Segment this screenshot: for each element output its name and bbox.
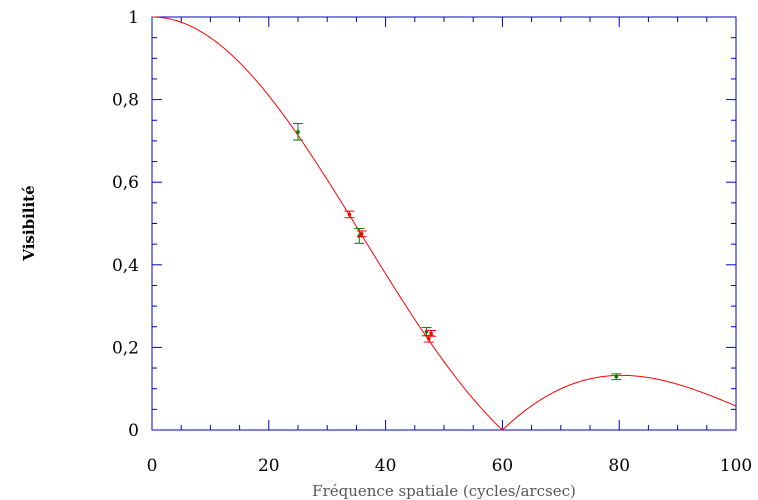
tick-labels: 0 20 40 60 80 100 0 0,2 0,4 0,6 0,8 1 xyxy=(112,8,752,476)
point-marker xyxy=(427,336,431,341)
point-marker xyxy=(429,331,433,336)
data-point xyxy=(426,329,437,337)
x-tick-label: 60 xyxy=(492,456,514,476)
x-tick-label: 40 xyxy=(375,456,397,476)
x-tick-label: 100 xyxy=(720,456,752,476)
data-point xyxy=(356,230,367,238)
model-curve-layer xyxy=(151,16,737,431)
y-tick-label: 0,8 xyxy=(112,91,139,111)
point-marker xyxy=(359,232,364,236)
axis-ticks xyxy=(151,16,737,431)
y-tick-label: 0,2 xyxy=(112,338,139,358)
y-tick-label: 0,6 xyxy=(112,173,139,193)
point-marker xyxy=(347,212,352,217)
y-axis-title: Visibilité xyxy=(20,185,38,261)
y-tick-label: 0,4 xyxy=(112,256,139,276)
plot-frame xyxy=(151,16,737,431)
point-marker xyxy=(296,130,300,134)
y-tick-label: 0 xyxy=(128,421,139,441)
data-point xyxy=(611,373,622,381)
x-tick-label: 80 xyxy=(608,456,630,476)
data-points-layer xyxy=(293,123,622,381)
x-axis-title: Fréquence spatiale (cycles/arcsec) xyxy=(312,482,576,500)
x-tick-label: 0 xyxy=(147,456,158,476)
point-marker xyxy=(614,374,619,379)
model-curve xyxy=(151,16,737,431)
data-point xyxy=(293,123,303,141)
x-tick-label: 20 xyxy=(258,456,280,476)
data-point xyxy=(344,210,355,219)
y-tick-label: 1 xyxy=(128,8,139,28)
